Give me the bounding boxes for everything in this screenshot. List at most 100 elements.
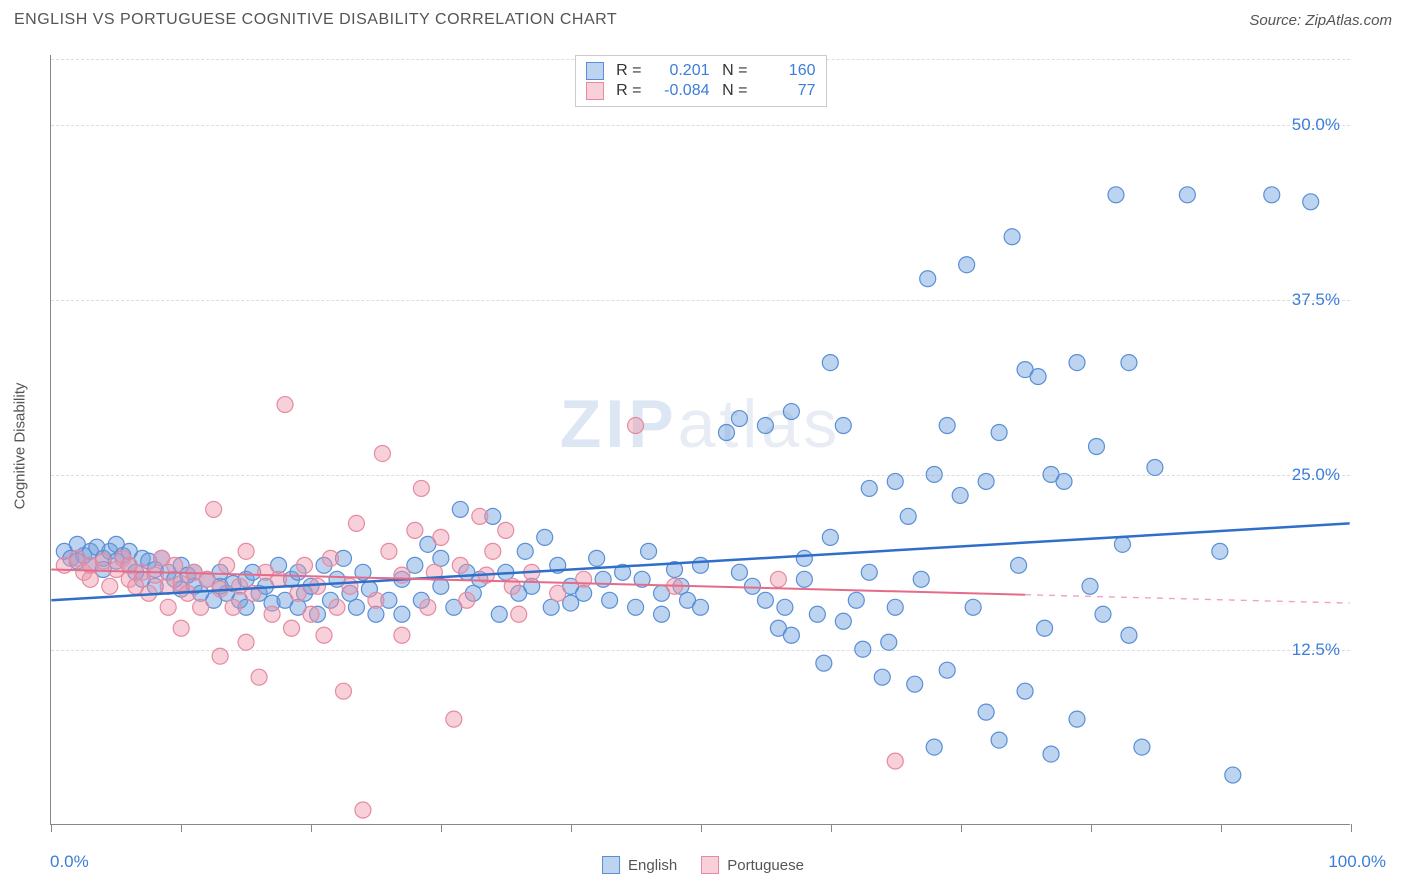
scatter-point: [822, 529, 838, 545]
scatter-point: [757, 592, 773, 608]
r-label: R =: [612, 82, 642, 100]
scatter-point: [816, 655, 832, 671]
scatter-point: [939, 662, 955, 678]
scatter-point: [498, 522, 514, 538]
scatter-point: [1011, 557, 1027, 573]
scatter-point: [193, 599, 209, 615]
scatter-point: [693, 557, 709, 573]
scatter-point: [589, 550, 605, 566]
scatter-point: [433, 529, 449, 545]
scatter-point: [472, 508, 488, 524]
source-attribution: Source: ZipAtlas.com: [1249, 12, 1392, 29]
x-tick: [311, 824, 312, 832]
legend-swatch: [602, 856, 620, 874]
scatter-point: [485, 543, 501, 559]
scatter-point: [939, 418, 955, 434]
scatter-point: [1004, 229, 1020, 245]
scatter-point: [537, 529, 553, 545]
scatter-point: [316, 627, 332, 643]
scatter-point: [1069, 711, 1085, 727]
scatter-point: [1043, 746, 1059, 762]
scatter-point: [965, 599, 981, 615]
correlation-legend-row: R =-0.084N =77: [586, 82, 816, 100]
scatter-point: [1082, 578, 1098, 594]
scatter-point: [959, 257, 975, 273]
scatter-point: [147, 567, 163, 583]
scatter-point: [212, 648, 228, 664]
scatter-point: [628, 418, 644, 434]
scatter-point: [167, 557, 183, 573]
scatter-point: [102, 578, 118, 594]
n-value: 77: [756, 82, 816, 100]
scatter-point: [238, 634, 254, 650]
legend-swatch: [586, 82, 604, 100]
scatter-point: [310, 578, 326, 594]
scatter-point: [874, 669, 890, 685]
scatter-point: [602, 592, 618, 608]
scatter-point: [1108, 187, 1124, 203]
scatter-point: [160, 599, 176, 615]
scatter-point: [446, 711, 462, 727]
scatter-point: [219, 557, 235, 573]
scatter-point: [783, 627, 799, 643]
scatter-point: [1069, 355, 1085, 371]
y-axis-label: Cognitive Disability: [12, 383, 29, 510]
scatter-point: [303, 606, 319, 622]
x-axis-min-label: 0.0%: [50, 852, 89, 872]
x-tick: [1351, 824, 1352, 832]
scatter-point: [297, 557, 313, 573]
scatter-point: [848, 592, 864, 608]
scatter-point: [374, 445, 390, 461]
scatter-point: [920, 271, 936, 287]
x-tick: [961, 824, 962, 832]
scatter-point: [413, 480, 429, 496]
scatter-point: [576, 571, 592, 587]
plot-area: ZIPatlas R =0.201N =160R =-0.084N =77 12…: [50, 55, 1350, 825]
x-tick: [51, 824, 52, 832]
scatter-point: [491, 606, 507, 622]
scatter-point: [809, 606, 825, 622]
scatter-point: [783, 404, 799, 420]
scatter-point: [1303, 194, 1319, 210]
legend-label: Portuguese: [727, 857, 804, 874]
x-tick: [831, 824, 832, 832]
scatter-point: [770, 571, 786, 587]
footer-legend: EnglishPortuguese: [602, 856, 804, 874]
scatter-point: [264, 606, 280, 622]
scatter-point: [654, 606, 670, 622]
legend-swatch: [586, 62, 604, 80]
scatter-point: [926, 739, 942, 755]
scatter-point: [1095, 606, 1111, 622]
scatter-point: [394, 627, 410, 643]
n-label: N =: [718, 82, 748, 100]
scatter-point: [1114, 536, 1130, 552]
scatter-point: [238, 543, 254, 559]
scatter-point: [420, 599, 436, 615]
scatter-point: [1225, 767, 1241, 783]
scatter-point: [861, 480, 877, 496]
scatter-point: [887, 599, 903, 615]
scatter-point: [978, 473, 994, 489]
scatter-point: [835, 613, 851, 629]
scatter-point: [452, 501, 468, 517]
scatter-point: [978, 704, 994, 720]
scatter-point: [348, 515, 364, 531]
x-tick: [571, 824, 572, 832]
x-tick: [1221, 824, 1222, 832]
scatter-point: [173, 620, 189, 636]
scatter-point: [991, 732, 1007, 748]
scatter-point: [952, 487, 968, 503]
r-label: R =: [612, 62, 642, 80]
scatter-point: [394, 606, 410, 622]
scatter-point: [329, 599, 345, 615]
scatter-point: [757, 418, 773, 434]
scatter-point: [335, 683, 351, 699]
n-label: N =: [718, 62, 748, 80]
trend-line-extrapolated: [1025, 595, 1350, 603]
scatter-point: [290, 585, 306, 601]
scatter-point: [284, 620, 300, 636]
scatter-point: [1030, 369, 1046, 385]
scatter-point: [1134, 739, 1150, 755]
scatter-point: [822, 355, 838, 371]
scatter-point: [1121, 627, 1137, 643]
